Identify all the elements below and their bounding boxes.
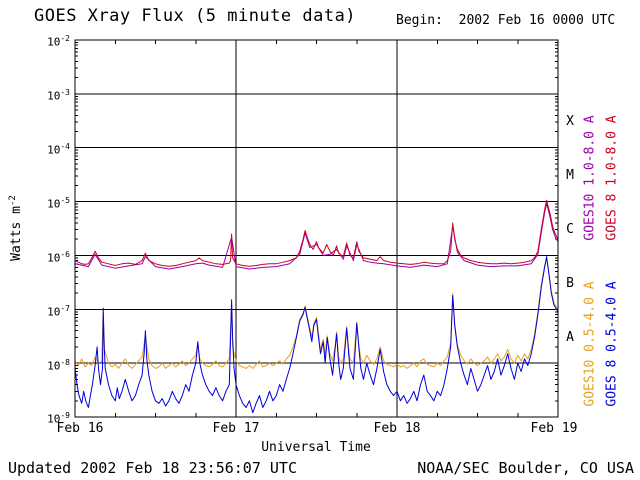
legend-goes10-long: GOES10 1.0-8.0 A [582,115,598,241]
y-tick-label: 10-5 [47,196,70,211]
x-axis-label: Universal Time [261,440,371,455]
x-tick-label: Feb 16 [56,421,104,436]
begin-label: Begin: 2002 Feb 16 0000 UTC [396,13,616,28]
flare-class-label-b: B [566,276,574,291]
source-attribution: NOAA/SEC Boulder, CO USA [417,459,634,477]
updated-timestamp: Updated 2002 Feb 18 23:56:07 UTC [8,459,297,477]
flare-class-label-a: A [566,330,574,345]
plot-frame [74,39,559,418]
y-tick-label: 10-8 [47,358,70,373]
flare-class-label-x: X [566,114,574,129]
y-tick-label: 10-7 [47,304,70,319]
y-tick-label: 10-9 [47,411,70,426]
y-tick-label: 10-3 [47,88,70,103]
legend-goes8-short: GOES 8 0.5-4.0 A [604,281,620,407]
legend-goes10-short: GOES10 0.5-4.0 A [582,281,598,407]
goes-8-0.5-4.0-a-series [74,256,559,414]
page-title: GOES Xray Flux (5 minute data) [34,6,357,26]
goes10-0.5-4.0-a-series [74,257,559,369]
y-axis-label: Watts m-2 [7,195,25,261]
goes-8-1.0-8.0-a-series [74,199,559,267]
y-tick-label: 10-4 [47,142,70,157]
y-tick-label: 10-2 [47,34,70,49]
legend-goes8-long: GOES 8 1.0-8.0 A [604,115,620,241]
x-tick-label: Feb 17 [212,421,260,436]
flare-class-label-c: C [566,222,574,237]
flare-class-label-m: M [566,168,574,183]
x-tick-label: Feb 18 [373,421,421,436]
goes10-1.0-8.0-a-series [74,203,559,270]
y-tick-label: 10-6 [47,250,70,265]
y-axis-label-exponent: -2 [7,195,18,207]
x-tick-label: Feb 19 [530,421,578,436]
